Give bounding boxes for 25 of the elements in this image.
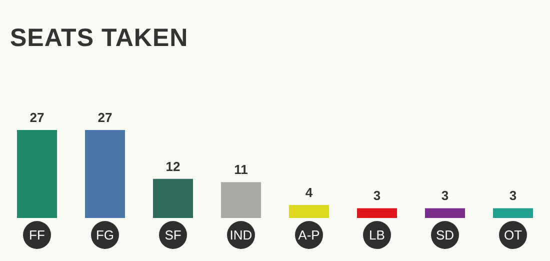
x-tick-label: IND — [230, 228, 252, 242]
bar — [493, 208, 533, 218]
x-tick-label: OT — [504, 228, 522, 242]
x-tick-label: SD — [436, 228, 454, 242]
x-tick-label: FG — [96, 228, 114, 242]
bar — [289, 204, 329, 218]
data-label: 27 — [98, 110, 112, 125]
data-label: 3 — [509, 188, 517, 204]
x-tick-label: FF — [29, 228, 45, 242]
data-label: 27 — [30, 110, 44, 125]
data-label: 12 — [166, 158, 180, 174]
bar — [221, 182, 261, 218]
x-tick-label: LB — [369, 228, 385, 242]
bar — [357, 208, 397, 218]
data-label: 3 — [373, 188, 381, 204]
data-label: 4 — [305, 184, 314, 200]
bar — [153, 178, 193, 218]
bar — [17, 130, 57, 218]
chart-title: SEATS TAKEN — [10, 24, 188, 53]
bar — [425, 208, 465, 218]
bar — [85, 130, 125, 218]
x-tick-label: A-P — [298, 228, 320, 242]
data-label: 3 — [441, 188, 449, 204]
x-tick-label: SF — [164, 228, 182, 242]
data-label: 11 — [234, 162, 248, 178]
